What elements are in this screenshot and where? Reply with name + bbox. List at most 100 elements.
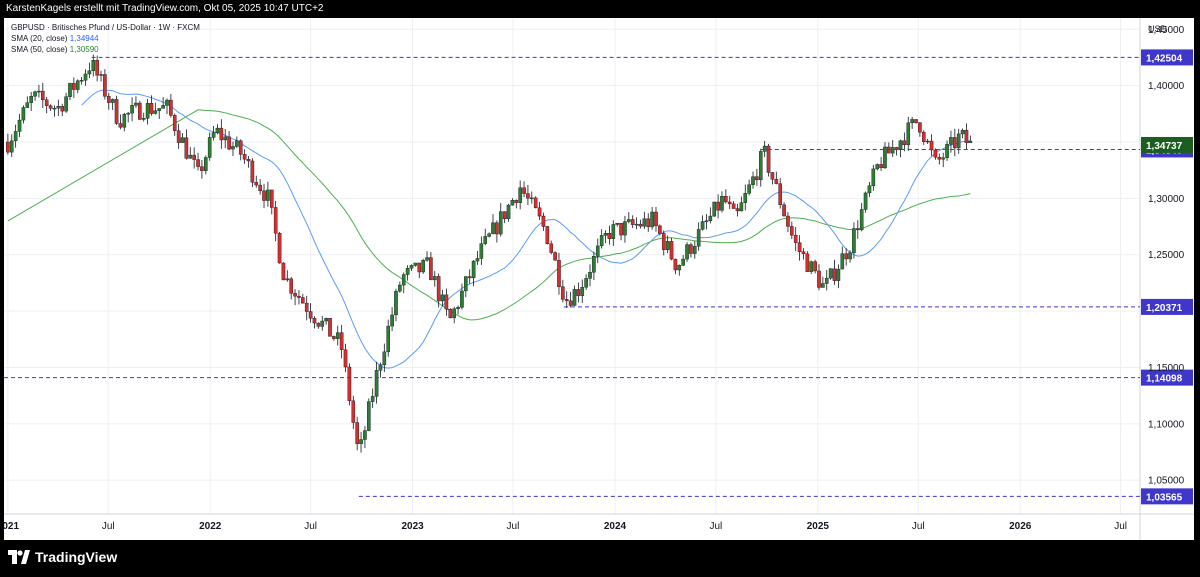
y-tick-label: 1,05000 bbox=[1148, 476, 1185, 487]
candle-body bbox=[25, 102, 30, 108]
candle-body bbox=[712, 201, 717, 217]
candle-body bbox=[836, 268, 841, 281]
candle-body bbox=[153, 110, 158, 114]
candle-body bbox=[514, 200, 519, 203]
candle-body bbox=[588, 272, 592, 279]
candle-body bbox=[766, 145, 771, 173]
candle-body bbox=[689, 244, 693, 254]
candle-body bbox=[495, 222, 499, 235]
candle-body bbox=[786, 215, 790, 227]
candle-body bbox=[398, 284, 402, 292]
candle-body bbox=[735, 208, 740, 212]
candle-body bbox=[231, 146, 235, 150]
level-tag bbox=[1141, 488, 1193, 505]
candle-body bbox=[751, 176, 755, 185]
tradingview-logo[interactable]: TradingView bbox=[8, 549, 117, 565]
candle-body bbox=[716, 201, 720, 211]
candle-body bbox=[289, 278, 293, 294]
candle-body bbox=[856, 228, 860, 231]
candle-body bbox=[693, 246, 697, 254]
candle-body bbox=[863, 192, 868, 210]
candle-body bbox=[929, 140, 934, 151]
candle-body bbox=[564, 299, 569, 302]
candle-body bbox=[731, 203, 736, 209]
price-chart[interactable]: 1,425041,343401,203711,140981,035651,347… bbox=[4, 18, 1194, 540]
candle-body bbox=[758, 151, 763, 181]
candle-body bbox=[417, 262, 422, 273]
candle-body bbox=[491, 222, 495, 235]
candle-body bbox=[425, 257, 429, 261]
candle-body bbox=[238, 140, 243, 155]
candle-body bbox=[52, 107, 57, 110]
candle-body bbox=[960, 130, 965, 135]
candle-body bbox=[192, 154, 196, 160]
candle-body bbox=[332, 336, 336, 339]
candle-body bbox=[623, 221, 627, 236]
candle-body bbox=[145, 103, 150, 119]
candle-body bbox=[603, 232, 608, 236]
candle-body bbox=[367, 401, 371, 431]
candle-body bbox=[549, 243, 554, 253]
candle-body bbox=[48, 105, 53, 109]
candle-body bbox=[308, 311, 313, 319]
sma50-label: SMA (50, close) bbox=[11, 45, 68, 54]
candle-body bbox=[262, 190, 266, 201]
candle-body bbox=[817, 270, 821, 288]
candle-body bbox=[782, 204, 786, 217]
candle-body bbox=[320, 320, 325, 327]
candle-body bbox=[75, 80, 80, 90]
candle-body bbox=[925, 140, 930, 143]
candle-body bbox=[421, 260, 425, 273]
candle-body bbox=[215, 127, 220, 133]
candle-body bbox=[471, 260, 476, 279]
candle-body bbox=[708, 215, 713, 222]
candle-body bbox=[937, 156, 942, 160]
candle-body bbox=[700, 221, 705, 230]
candle-body bbox=[681, 258, 685, 266]
sma50-value: 1,30590 bbox=[69, 45, 99, 54]
candle-body bbox=[254, 182, 259, 186]
candle-body bbox=[910, 119, 914, 124]
candle-body bbox=[805, 253, 810, 272]
candle-body bbox=[743, 193, 748, 203]
candle-body bbox=[561, 286, 565, 300]
currency-label: USD bbox=[1148, 24, 1168, 34]
candle-body bbox=[91, 60, 96, 71]
candle-body bbox=[72, 83, 76, 90]
level-label: 1,14098 bbox=[1146, 374, 1183, 385]
candle-body bbox=[677, 265, 682, 271]
candle-body bbox=[355, 422, 359, 444]
symbol-title: GBPUSD · Britisches Pfund / US-Dollar · … bbox=[11, 23, 200, 32]
candle-body bbox=[941, 157, 945, 160]
y-tick-label: 1,10000 bbox=[1148, 419, 1185, 430]
candle-body bbox=[840, 253, 845, 270]
candle-body bbox=[56, 106, 61, 109]
candle-body bbox=[464, 276, 468, 292]
candle-body bbox=[778, 183, 782, 205]
chart-frame[interactable]: 1,425041,343401,203711,140981,035651,347… bbox=[4, 18, 1194, 540]
candle-body bbox=[79, 80, 84, 82]
candle-body bbox=[165, 99, 169, 106]
candle-body bbox=[852, 228, 856, 253]
candle-body bbox=[363, 430, 367, 440]
level-label: 1,20371 bbox=[1146, 303, 1183, 314]
candle-body bbox=[921, 131, 926, 142]
candle-body bbox=[770, 172, 775, 180]
candle-body bbox=[312, 317, 317, 324]
candle-body bbox=[968, 140, 973, 143]
candle-body bbox=[533, 197, 538, 209]
candle-body bbox=[642, 218, 647, 227]
attribution-bar: KarstenKagels erstellt mit TradingView.c… bbox=[0, 0, 1200, 18]
candle-body bbox=[890, 147, 895, 154]
candle-body bbox=[456, 307, 460, 309]
candle-body bbox=[883, 146, 887, 169]
candle-body bbox=[755, 176, 759, 181]
candle-body bbox=[413, 262, 418, 266]
candle-body bbox=[619, 223, 623, 236]
legend-sma50: SMA (50, close) 1,30590 bbox=[11, 44, 200, 55]
candle-body bbox=[180, 137, 185, 143]
candle-body bbox=[483, 236, 488, 244]
candle-body bbox=[949, 137, 953, 145]
candle-body bbox=[219, 127, 224, 141]
x-tick-label: Jul bbox=[102, 521, 115, 532]
